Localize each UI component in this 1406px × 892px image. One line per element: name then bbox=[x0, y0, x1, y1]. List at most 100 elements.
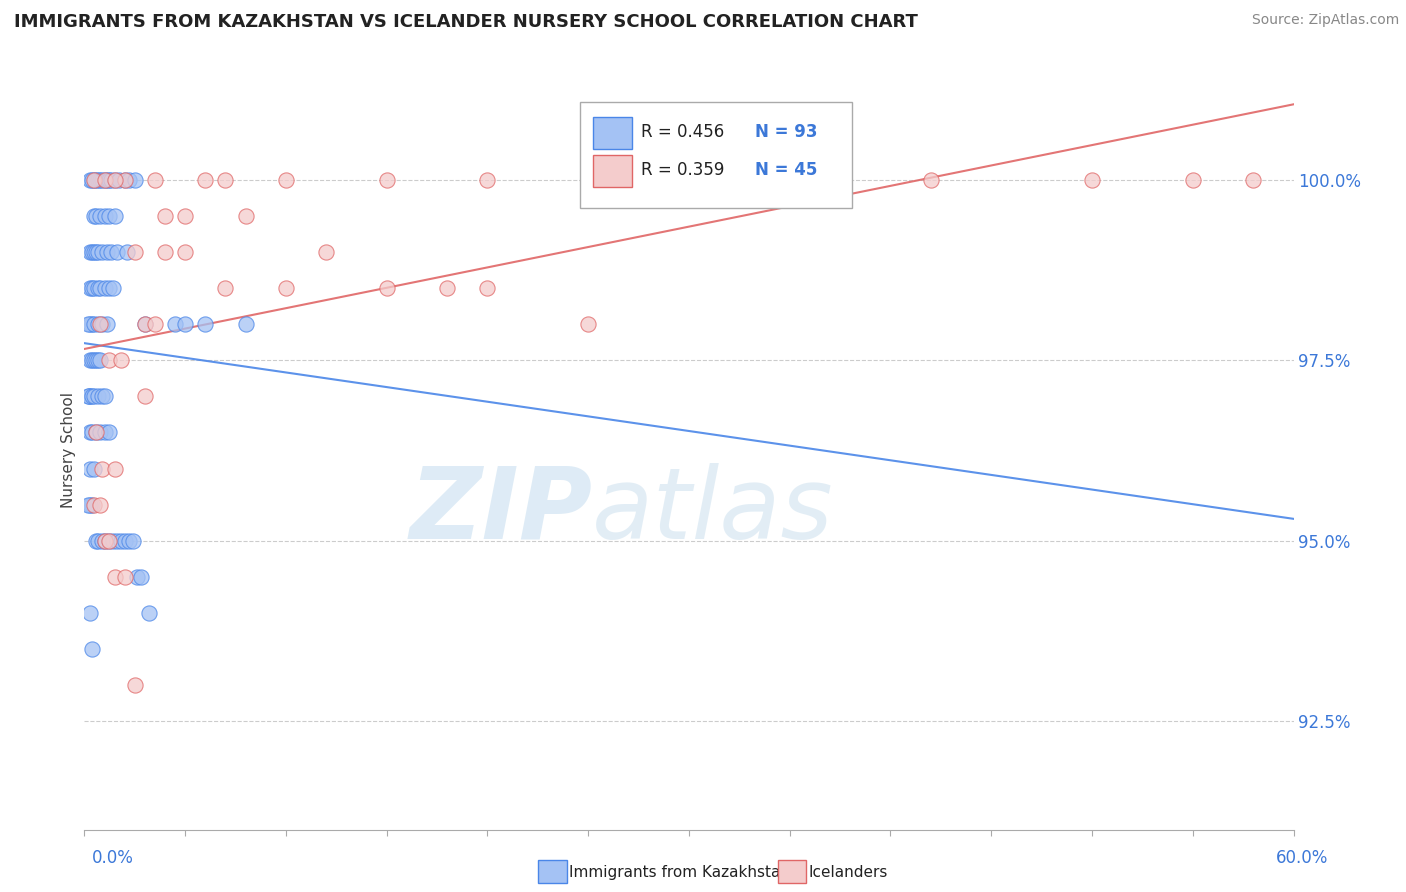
Point bbox=[77, 317, 100, 331]
Point bbox=[93, 425, 115, 440]
Point bbox=[194, 317, 217, 331]
Point bbox=[93, 533, 115, 548]
Point bbox=[93, 389, 115, 403]
Point bbox=[91, 172, 114, 186]
Point bbox=[214, 281, 236, 295]
FancyBboxPatch shape bbox=[593, 117, 633, 149]
Point bbox=[97, 533, 120, 548]
Point bbox=[89, 353, 111, 368]
Point bbox=[77, 498, 100, 512]
Point bbox=[91, 389, 114, 403]
Point bbox=[87, 317, 110, 331]
Point bbox=[79, 244, 101, 259]
Text: 0.0%: 0.0% bbox=[91, 849, 134, 867]
Text: N = 93: N = 93 bbox=[755, 123, 818, 141]
Point bbox=[235, 209, 257, 223]
Point bbox=[83, 461, 105, 475]
Point bbox=[104, 172, 127, 186]
Point bbox=[97, 281, 120, 295]
Point bbox=[104, 209, 127, 223]
Point bbox=[153, 244, 176, 259]
Point bbox=[114, 570, 136, 584]
Point bbox=[194, 172, 217, 186]
Point bbox=[82, 389, 104, 403]
Point bbox=[79, 353, 101, 368]
Point bbox=[87, 281, 110, 295]
Point bbox=[779, 172, 801, 186]
Point bbox=[104, 570, 127, 584]
Point bbox=[82, 317, 104, 331]
Point bbox=[114, 172, 136, 186]
Point bbox=[97, 209, 120, 223]
Point bbox=[97, 425, 120, 440]
Point bbox=[89, 281, 111, 295]
Point bbox=[124, 172, 146, 186]
Point bbox=[93, 281, 115, 295]
Point bbox=[274, 172, 297, 186]
Point bbox=[93, 172, 115, 186]
Text: IMMIGRANTS FROM KAZAKHSTAN VS ICELANDER NURSERY SCHOOL CORRELATION CHART: IMMIGRANTS FROM KAZAKHSTAN VS ICELANDER … bbox=[14, 13, 918, 31]
Point bbox=[83, 209, 105, 223]
Point bbox=[436, 281, 458, 295]
Point bbox=[83, 172, 105, 186]
Point bbox=[87, 389, 110, 403]
Point bbox=[82, 244, 104, 259]
Point bbox=[89, 172, 111, 186]
Text: Source: ZipAtlas.com: Source: ZipAtlas.com bbox=[1251, 13, 1399, 28]
Point bbox=[89, 498, 111, 512]
Point bbox=[1081, 172, 1104, 186]
Point bbox=[97, 533, 120, 548]
Point bbox=[114, 172, 136, 186]
Point bbox=[83, 498, 105, 512]
Point bbox=[83, 389, 105, 403]
Point bbox=[79, 317, 101, 331]
Point bbox=[87, 353, 110, 368]
Point bbox=[97, 172, 120, 186]
Point bbox=[86, 353, 108, 368]
Point bbox=[87, 172, 110, 186]
Point bbox=[86, 172, 108, 186]
Point bbox=[143, 317, 166, 331]
Text: R = 0.456: R = 0.456 bbox=[641, 123, 724, 141]
Point bbox=[477, 172, 499, 186]
Point bbox=[82, 353, 104, 368]
Point bbox=[143, 172, 166, 186]
Point bbox=[375, 172, 398, 186]
Point bbox=[82, 498, 104, 512]
Point bbox=[118, 172, 141, 186]
Point bbox=[83, 281, 105, 295]
Text: R = 0.359: R = 0.359 bbox=[641, 161, 724, 179]
Point bbox=[101, 281, 124, 295]
Point bbox=[115, 244, 138, 259]
Point bbox=[89, 425, 111, 440]
Point bbox=[86, 244, 108, 259]
Point bbox=[124, 678, 146, 692]
Point bbox=[83, 317, 105, 331]
Text: Immigrants from Kazakhstan: Immigrants from Kazakhstan bbox=[569, 865, 790, 880]
Point bbox=[105, 533, 128, 548]
Point bbox=[153, 209, 176, 223]
Point bbox=[174, 209, 197, 223]
Point bbox=[1181, 172, 1204, 186]
Point bbox=[174, 244, 197, 259]
Point bbox=[91, 461, 114, 475]
Point bbox=[1241, 172, 1264, 186]
Point bbox=[96, 244, 118, 259]
Point bbox=[105, 244, 128, 259]
Point bbox=[83, 353, 105, 368]
Point bbox=[86, 425, 108, 440]
Point bbox=[576, 317, 599, 331]
Point bbox=[134, 317, 156, 331]
Point bbox=[121, 533, 143, 548]
Point bbox=[100, 244, 122, 259]
Point bbox=[315, 244, 337, 259]
Point bbox=[104, 461, 127, 475]
Point bbox=[93, 172, 115, 186]
Point bbox=[114, 533, 136, 548]
Point bbox=[96, 172, 118, 186]
Point bbox=[91, 317, 114, 331]
Point bbox=[86, 209, 108, 223]
Point bbox=[118, 533, 141, 548]
Point bbox=[79, 281, 101, 295]
Point bbox=[89, 209, 111, 223]
